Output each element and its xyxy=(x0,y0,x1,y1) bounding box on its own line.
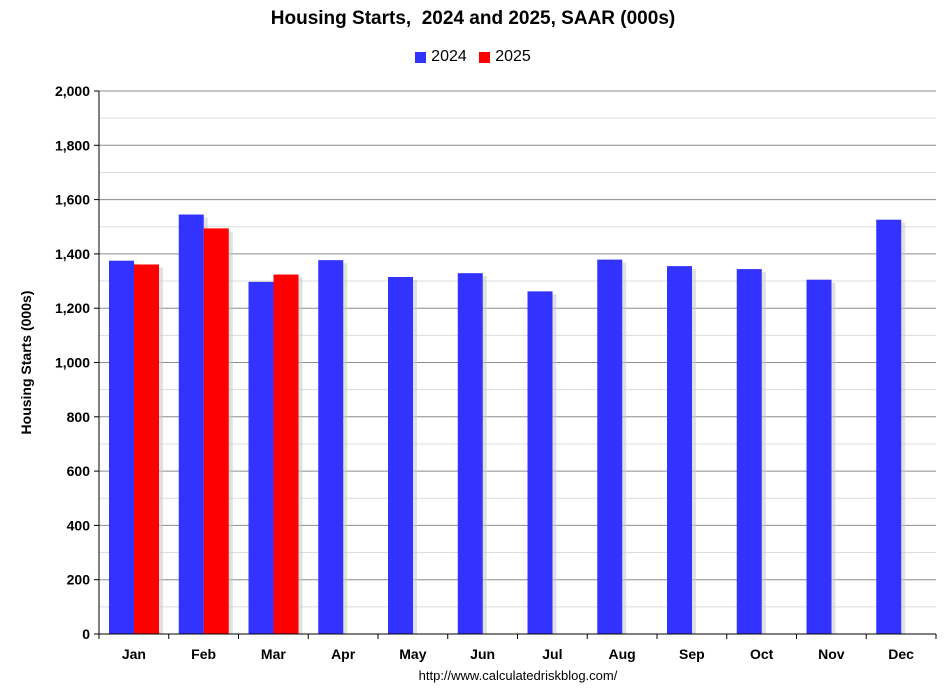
y-tick-label: 200 xyxy=(67,572,91,588)
x-tick-label: Apr xyxy=(331,646,356,662)
legend-swatch-2025 xyxy=(479,51,491,63)
bar-2025-jan xyxy=(134,264,159,634)
source-note: http://www.calculatedriskblog.com/ xyxy=(418,668,618,683)
bar-2024-apr xyxy=(318,260,344,634)
bar-2024-jun xyxy=(457,273,483,634)
bar-2024-mar xyxy=(248,281,274,634)
bar-2024-aug xyxy=(597,259,623,634)
x-tick-label: Mar xyxy=(261,646,286,662)
bar-2024-nov xyxy=(806,279,832,634)
y-tick-label: 800 xyxy=(67,409,91,425)
x-tick-label: Jan xyxy=(122,646,146,662)
legend: 2024 2025 xyxy=(0,48,946,68)
y-tick-label: 1,400 xyxy=(55,246,90,262)
legend-item-2024: 2024 xyxy=(415,48,467,66)
bar-2024-jan xyxy=(109,260,134,634)
y-tick-label: 1,200 xyxy=(55,300,90,316)
x-tick-label: Oct xyxy=(750,646,774,662)
bar-2024-sep xyxy=(667,266,692,634)
bar-2025-mar xyxy=(273,274,299,634)
y-tick-label: 2,000 xyxy=(55,83,90,99)
legend-swatch-2024 xyxy=(415,51,427,63)
x-tick-label: Feb xyxy=(191,646,216,662)
x-tick-label: May xyxy=(399,646,426,662)
y-axis-title: Housing Starts (000s) xyxy=(18,291,34,435)
bar-2024-dec xyxy=(876,219,902,635)
bar-2025-feb xyxy=(203,228,229,634)
x-tick-label: Jul xyxy=(542,646,562,662)
bar-2024-oct xyxy=(736,269,762,634)
bar-2024-feb xyxy=(178,214,204,634)
chart-title: Housing Starts, 2024 and 2025, SAAR (000… xyxy=(270,8,676,29)
y-tick-label: 1,600 xyxy=(55,192,90,208)
x-tick-label: Aug xyxy=(609,646,636,662)
legend-label-2024: 2024 xyxy=(431,48,467,65)
bar-2024-may xyxy=(388,276,413,634)
x-tick-label: Jun xyxy=(470,646,495,662)
bar-2024-jul xyxy=(527,291,553,634)
x-tick-label: Sep xyxy=(679,646,705,662)
y-tick-label: 1,800 xyxy=(55,137,90,153)
y-tick-label: 1,000 xyxy=(55,355,90,371)
y-tick-label: 0 xyxy=(82,626,90,642)
legend-item-2025: 2025 xyxy=(479,48,531,66)
x-tick-label: Nov xyxy=(818,646,845,662)
x-tick-label: Dec xyxy=(888,646,914,662)
legend-label-2025: 2025 xyxy=(495,48,531,65)
y-tick-label: 600 xyxy=(67,463,91,479)
y-tick-label: 400 xyxy=(67,517,91,533)
